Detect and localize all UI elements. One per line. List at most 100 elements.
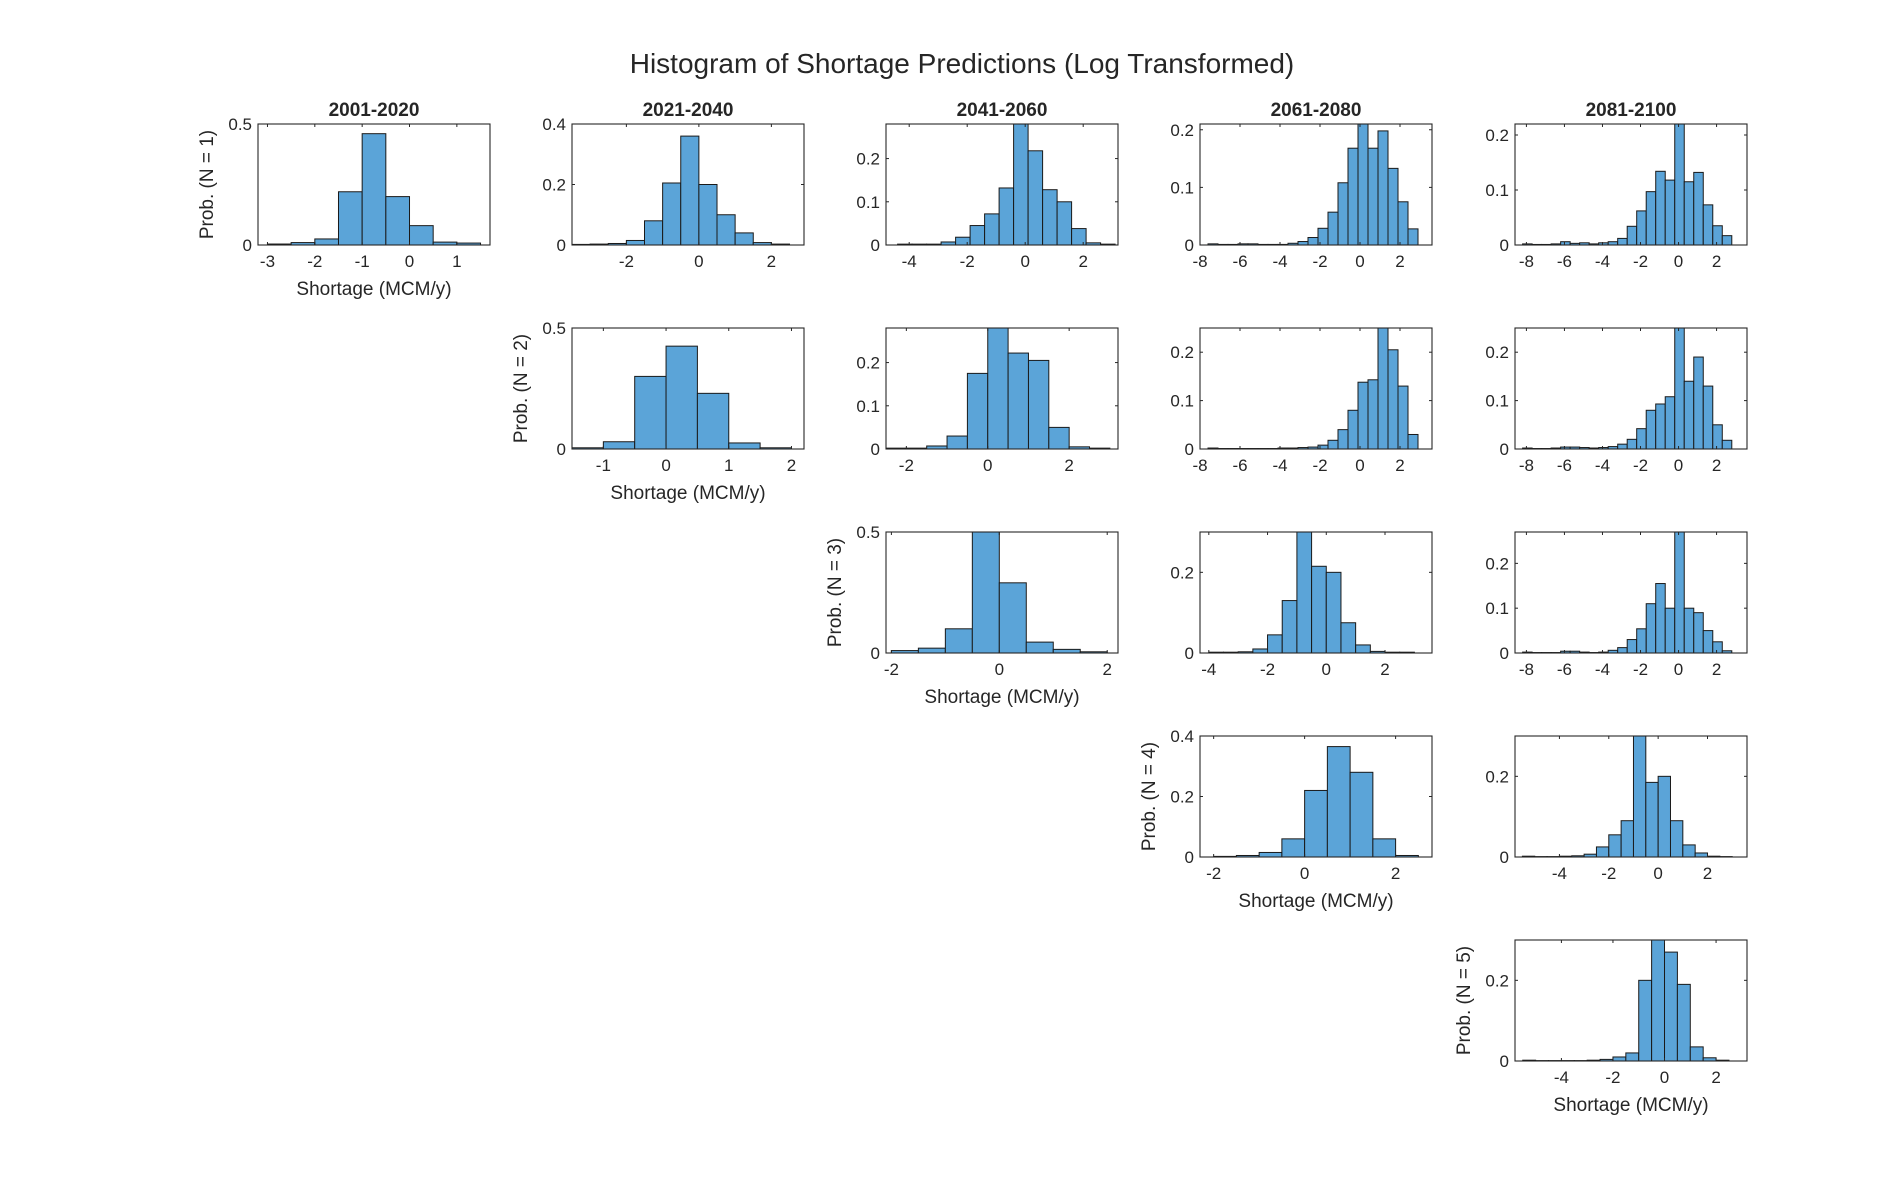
y-tick-label: 0.1 xyxy=(856,193,880,212)
subplot-title: 2021-2040 xyxy=(643,100,734,121)
histogram-bar xyxy=(1377,130,1389,246)
x-tick-label: 2 xyxy=(1380,660,1389,679)
histogram-bar xyxy=(734,232,754,246)
y-tick-label: 0 xyxy=(1185,236,1194,255)
histogram-panel: -3 -2 -1 0 1 0 0.5 2001-2020 Shortage (MCM/y) Pro… xyxy=(197,100,491,300)
histogram-bar xyxy=(1357,123,1369,246)
histogram-bar xyxy=(680,135,700,246)
histogram-panel: -2 0 2 0 0.2 0.4 2021-2040 xyxy=(542,100,805,271)
histogram-panel: -4 -2 0 2 0 0.2 xyxy=(1485,735,1748,883)
x-tick-label: -2 xyxy=(1633,456,1648,475)
histogram-bar xyxy=(1325,571,1342,654)
histogram-bar xyxy=(966,372,989,450)
histogram-bar xyxy=(1655,583,1666,654)
subplot-title: 2041-2060 xyxy=(957,100,1048,121)
y-tick-label: 0 xyxy=(1500,1052,1509,1071)
x-tick-label: -2 xyxy=(1312,456,1327,475)
histogram-bar xyxy=(1267,634,1283,654)
y-tick-label: 0.1 xyxy=(1170,178,1194,197)
y-tick-label: 0.2 xyxy=(1170,788,1194,807)
y-tick-label: 0.2 xyxy=(1485,971,1509,990)
subplot-title: 2001-2020 xyxy=(329,100,420,121)
x-tick-label: 2 xyxy=(1391,864,1400,883)
histogram-bar xyxy=(1638,979,1653,1062)
histogram-bar xyxy=(1025,641,1054,654)
histogram-bar xyxy=(1327,439,1339,450)
x-tick-label: -4 xyxy=(1595,252,1610,271)
subplot-title: 2081-2100 xyxy=(1586,100,1677,121)
x-tick-label: -6 xyxy=(1232,252,1247,271)
x-tick-label: -4 xyxy=(1595,456,1610,475)
y-tick-label: 0.2 xyxy=(856,150,880,169)
histogram-bar xyxy=(1377,327,1389,450)
y-tick-label: 0.1 xyxy=(1485,392,1509,411)
y-axis-label: Prob. (N = 3) xyxy=(825,538,846,647)
histogram-bar xyxy=(969,225,986,246)
x-tick-label: -6 xyxy=(1557,660,1572,679)
y-tick-label: 0.2 xyxy=(1485,343,1509,362)
axes-box xyxy=(1514,939,1748,1062)
histogram-bar xyxy=(716,214,736,246)
y-axis-label: Prob. (N = 1) xyxy=(197,130,218,239)
x-tick-label: -8 xyxy=(1192,456,1207,475)
x-tick-label: -2 xyxy=(1312,252,1327,271)
histogram-bar xyxy=(1327,211,1339,246)
histogram-panel: -4 -2 0 2 0 0.1 0.2 2041-2060 xyxy=(856,100,1119,271)
x-tick-label: 0 xyxy=(1322,660,1331,679)
x-tick-label: -4 xyxy=(1201,660,1216,679)
histogram-bar xyxy=(1689,1046,1704,1062)
histogram-bar xyxy=(1655,170,1666,246)
histogram-bar xyxy=(1693,171,1704,246)
histogram-panel: -2 0 2 0 0.1 0.2 xyxy=(856,327,1119,475)
x-tick-label: 1 xyxy=(724,456,733,475)
x-tick-label: 0 xyxy=(1653,864,1662,883)
y-tick-label: 0.5 xyxy=(228,115,252,134)
y-tick-label: 0.2 xyxy=(1485,554,1509,573)
bars xyxy=(890,531,1108,654)
x-axis-label: Shortage (MCM/y) xyxy=(924,687,1079,708)
x-tick-label: -8 xyxy=(1519,456,1534,475)
bars xyxy=(1213,746,1419,858)
histogram-bar xyxy=(1340,622,1357,654)
histogram-bar xyxy=(665,345,698,450)
y-tick-label: 0 xyxy=(871,236,880,255)
histogram-bar xyxy=(1048,426,1070,450)
histogram-bar xyxy=(1397,385,1409,450)
histogram-bar xyxy=(944,628,973,654)
histogram-bar xyxy=(1007,352,1029,450)
histogram-bar xyxy=(998,582,1027,654)
histogram-bar xyxy=(1387,349,1399,450)
y-tick-label: 0 xyxy=(557,236,566,255)
histogram-bar xyxy=(1337,429,1349,450)
histogram-bar xyxy=(1071,228,1087,246)
x-tick-label: 2 xyxy=(1078,252,1087,271)
y-tick-label: 0.2 xyxy=(1170,121,1194,140)
x-tick-label: 0 xyxy=(694,252,703,271)
histogram-bar xyxy=(385,196,411,246)
histogram-bar xyxy=(1281,600,1298,654)
axes-box xyxy=(1514,735,1748,858)
histogram-bar xyxy=(917,647,946,654)
x-tick-label: 1 xyxy=(452,252,461,271)
histogram-bar xyxy=(1674,531,1685,654)
histogram-bar xyxy=(998,187,1015,246)
bars xyxy=(1207,327,1419,450)
y-tick-label: 0.5 xyxy=(856,523,880,542)
y-tick-label: 0.4 xyxy=(542,115,566,134)
y-tick-label: 0.2 xyxy=(1485,767,1509,786)
histogram-bar xyxy=(1626,438,1638,450)
histogram-bar xyxy=(1347,409,1359,450)
bars xyxy=(1522,939,1730,1062)
histogram-bar xyxy=(1645,409,1657,450)
x-tick-label: 2 xyxy=(1395,456,1404,475)
histogram-bar xyxy=(1407,228,1419,246)
x-tick-label: 0 xyxy=(1355,252,1364,271)
histogram-bar xyxy=(625,239,646,246)
histogram-bar xyxy=(1617,237,1628,246)
x-tick-label: 0 xyxy=(1660,1068,1669,1087)
x-tick-label: 2 xyxy=(1064,456,1073,475)
y-tick-label: 0.5 xyxy=(542,319,566,338)
histogram-bar xyxy=(971,531,1000,654)
histogram-bar xyxy=(1617,443,1628,450)
